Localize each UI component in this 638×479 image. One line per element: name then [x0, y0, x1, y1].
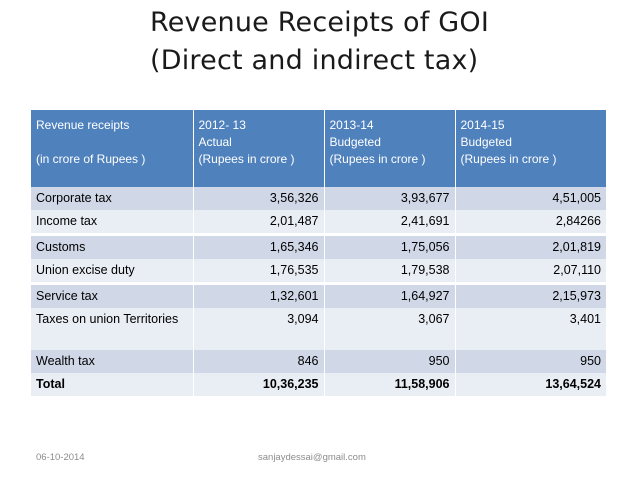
cell-2014-15: 3,401 — [455, 308, 606, 350]
cell-2012-13: 1,65,346 — [193, 233, 325, 259]
table-row: Union excise duty 1,76,535 1,79,538 2,07… — [31, 259, 606, 284]
row-label: Wealth tax — [31, 350, 194, 373]
cell-2012-13: 1,76,535 — [193, 259, 325, 284]
cell-2013-14: 1,64,927 — [324, 282, 456, 308]
cell-2012-13: 3,56,326 — [193, 187, 325, 210]
revenue-table: Revenue receipts (in crore of Rupees ) 2… — [31, 110, 606, 396]
header-2013-14: 2013-14 Budgeted (Rupees in crore ) — [324, 110, 456, 187]
cell-2014-15: 2,84266 — [455, 210, 606, 235]
cell-2013-14: 950 — [324, 350, 456, 373]
cell-2014-15: 2,15,973 — [455, 282, 606, 308]
slide-title: Revenue Receipts of GOI (Direct and indi… — [150, 4, 620, 80]
row-label: Income tax — [31, 210, 194, 235]
cell-2012-13: 2,01,487 — [193, 210, 325, 235]
row-label: Customs — [31, 233, 194, 259]
cell-2012-13: 3,094 — [193, 308, 325, 350]
cell-2013-14: 11,58,906 — [324, 373, 456, 396]
cell-2013-14: 3,93,677 — [324, 187, 456, 210]
row-label: Taxes on union Territories — [31, 308, 194, 350]
table-header-row: Revenue receipts (in crore of Rupees ) 2… — [31, 110, 606, 187]
cell-2014-15: 2,01,819 — [455, 233, 606, 259]
total-row: Total 10,36,235 11,58,906 13,64,524 — [31, 373, 606, 396]
cell-2014-15: 4,51,005 — [455, 187, 606, 210]
cell-2012-13: 846 — [193, 350, 325, 373]
cell-2014-15: 2,07,110 — [455, 259, 606, 284]
table-row: Wealth tax 846 950 950 — [31, 350, 606, 373]
footer-email: sanjaydessai@gmail.com — [258, 452, 366, 463]
footer-date: 06-10-2014 — [36, 452, 85, 463]
table-row: Corporate tax 3,56,326 3,93,677 4,51,005 — [31, 187, 606, 210]
cell-2012-13: 10,36,235 — [193, 373, 325, 396]
cell-2014-15: 950 — [455, 350, 606, 373]
row-label: Union excise duty — [31, 259, 194, 284]
cell-2013-14: 1,75,056 — [324, 233, 456, 259]
header-revenue-receipts: Revenue receipts (in crore of Rupees ) — [31, 110, 194, 187]
cell-2012-13: 1,32,601 — [193, 282, 325, 308]
cell-2013-14: 1,79,538 — [324, 259, 456, 284]
cell-2014-15: 13,64,524 — [455, 373, 606, 396]
title-line-2: (Direct and indirect tax) — [150, 45, 479, 76]
cell-2013-14: 2,41,691 — [324, 210, 456, 235]
row-label: Corporate tax — [31, 187, 194, 210]
header-2014-15: 2014-15 Budgeted (Rupees in crore ) — [455, 110, 606, 187]
table-row: Customs 1,65,346 1,75,056 2,01,819 — [31, 233, 606, 259]
table-row: Service tax 1,32,601 1,64,927 2,15,973 — [31, 282, 606, 308]
table-row: Income tax 2,01,487 2,41,691 2,84266 — [31, 210, 606, 235]
header-2012-13: 2012- 13 Actual (Rupees in crore ) — [193, 110, 325, 187]
cell-2013-14: 3,067 — [324, 308, 456, 350]
row-label: Service tax — [31, 282, 194, 308]
table-row: Taxes on union Territories 3,094 3,067 3… — [31, 308, 606, 350]
title-line-1: Revenue Receipts of GOI — [150, 7, 490, 38]
row-label: Total — [31, 373, 194, 396]
